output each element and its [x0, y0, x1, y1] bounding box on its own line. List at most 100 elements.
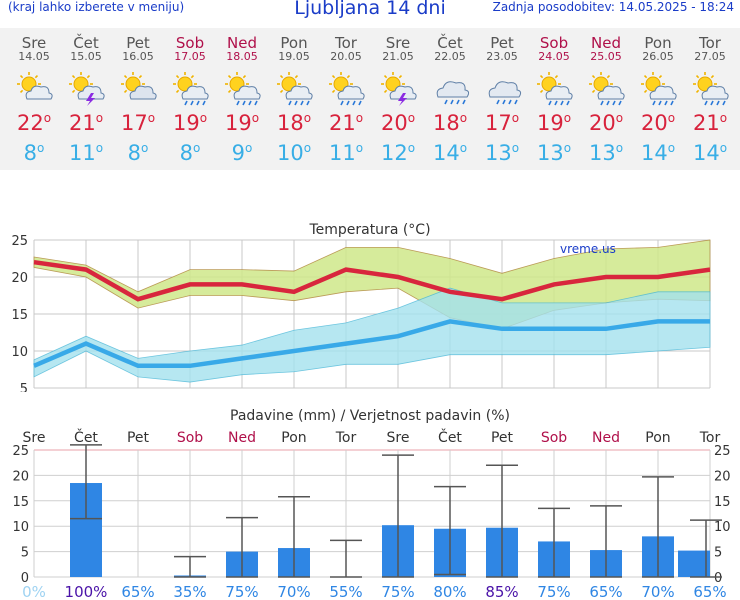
max-temp: 19o [536, 111, 572, 135]
min-temp-value: 13 [536, 141, 564, 165]
min-temp: 8o [179, 141, 201, 165]
sun-cloud-rain-icon [684, 70, 736, 112]
day-label: Sob [177, 430, 203, 446]
day-name-value: Pon [644, 34, 672, 52]
day-date: 25.05 [580, 50, 632, 63]
min-temp: 13o [536, 141, 572, 165]
day-name-value: Sob [175, 34, 205, 52]
max-temp: 19o [172, 111, 208, 135]
day-name-value: Pon [280, 34, 308, 52]
sun-cloud-rain-icon [528, 70, 580, 112]
day-date: 22.05 [424, 50, 476, 63]
sun-cloud-rain-icon [580, 70, 632, 112]
y-tick-label-left: 0 [21, 571, 29, 586]
day-date-value: 21.05 [382, 50, 414, 63]
day-name: Pet [112, 34, 164, 52]
max-temp: 21o [328, 111, 364, 135]
max-temp-value: 20 [380, 111, 408, 135]
day-label: Čet [74, 428, 98, 446]
max-temp-line [33, 259, 711, 302]
day-label: Ned [592, 430, 620, 446]
y-tick-label: 20 [11, 271, 28, 286]
max-temp-value: 18 [276, 111, 304, 135]
min-temp-value: 8 [179, 141, 194, 165]
min-temp-value: 11 [328, 141, 356, 165]
day-date-value: 15.05 [70, 50, 102, 63]
day-label: Tor [335, 430, 357, 446]
day-date-value: 27.05 [694, 50, 726, 63]
y-tick-label: 25 [11, 234, 28, 249]
min-temp-value: 8 [23, 141, 38, 165]
y-tick-label: 15 [11, 308, 28, 323]
min-temp: 13o [588, 141, 624, 165]
max-temp: 17o [484, 111, 520, 135]
precipitation-probability: 35% [173, 583, 206, 600]
day-label: Ned [228, 430, 256, 446]
precipitation-probability: 75% [381, 583, 414, 600]
y-tick-label-left: 5 [21, 546, 29, 561]
max-temp-value: 19 [224, 111, 252, 135]
page-title: Ljubljana 14 dni [294, 0, 446, 19]
sun-cloud-rain-icon [164, 70, 216, 112]
max-temp: 20o [380, 111, 416, 135]
day-date-value: 19.05 [278, 50, 310, 63]
y-tick-label-right: 20 [714, 469, 731, 484]
max-temp: 21o [692, 111, 728, 135]
y-tick-label: 10 [11, 345, 28, 360]
day-name-value: Sre [21, 34, 47, 52]
day-date: 16.05 [112, 50, 164, 63]
min-temp: 8o [23, 141, 45, 165]
y-tick-label-right: 0 [714, 571, 722, 586]
min-temp-range-band [33, 287, 711, 383]
day-label: Pon [281, 430, 306, 446]
day-name-value: Ned [227, 34, 257, 52]
y-tick-label-left: 10 [12, 520, 29, 535]
day-date: 26.05 [632, 50, 684, 63]
day-date-value: 24.05 [538, 50, 570, 63]
day-name-value: Tor [699, 34, 721, 52]
min-temp-value: 8 [127, 141, 142, 165]
precipitation-probability: 85% [485, 583, 518, 600]
partly-sunny-icon [8, 70, 60, 112]
day-name: Ned [580, 34, 632, 52]
last-updated: Zadnja posodobitev: 14.05.2025 - 18:24 [492, 0, 734, 14]
day-name: Ned [216, 34, 268, 52]
day-label: Sre [23, 430, 46, 446]
day-date-value: 23.05 [486, 50, 518, 63]
min-temp: 11o [68, 141, 104, 165]
temperature-chart: Temperatura (°C) 5 10 15 20 25 vreme.us [11, 222, 711, 392]
max-temp: 20o [588, 111, 624, 135]
min-temp-value: 12 [380, 141, 408, 165]
day-name: Tor [684, 34, 736, 52]
min-temp-value: 11 [68, 141, 96, 165]
day-name-value: Sob [539, 34, 569, 52]
max-temp: 18o [432, 111, 468, 135]
min-temp: 14o [692, 141, 728, 165]
precipitation-probability: 75% [225, 583, 258, 600]
max-temp: 22o [16, 111, 52, 135]
max-temp-value: 18 [432, 111, 460, 135]
day-date-value: 20.05 [330, 50, 362, 63]
y-tick-label-right: 15 [714, 495, 731, 510]
day-label: Pet [491, 430, 514, 446]
precipitation-probability: 80% [433, 583, 466, 600]
max-temp-value: 22 [16, 111, 44, 135]
max-temp-value: 21 [68, 111, 96, 135]
day-name: Čet [424, 34, 476, 52]
precipitation-chart-title: Padavine (mm) / Verjetnost padavin (%) [230, 408, 510, 424]
mostly-cloudy-icon [112, 70, 164, 112]
day-label: Tor [699, 430, 721, 446]
day-date: 18.05 [216, 50, 268, 63]
day-date-value: 25.05 [590, 50, 622, 63]
sun-cloud-rain-icon [632, 70, 684, 112]
y-tick-label-left: 25 [12, 444, 29, 459]
y-tick-label-right: 5 [714, 546, 722, 561]
day-date-value: 17.05 [174, 50, 206, 63]
day-name-value: Tor [335, 34, 357, 52]
day-label: Čet [438, 428, 462, 446]
day-name-value: Sre [385, 34, 411, 52]
day-name-value: Čet [437, 34, 463, 52]
day-name: Sob [528, 34, 580, 52]
day-date-value: 16.05 [122, 50, 154, 63]
temperature-chart-title: Temperatura (°C) [308, 222, 430, 238]
